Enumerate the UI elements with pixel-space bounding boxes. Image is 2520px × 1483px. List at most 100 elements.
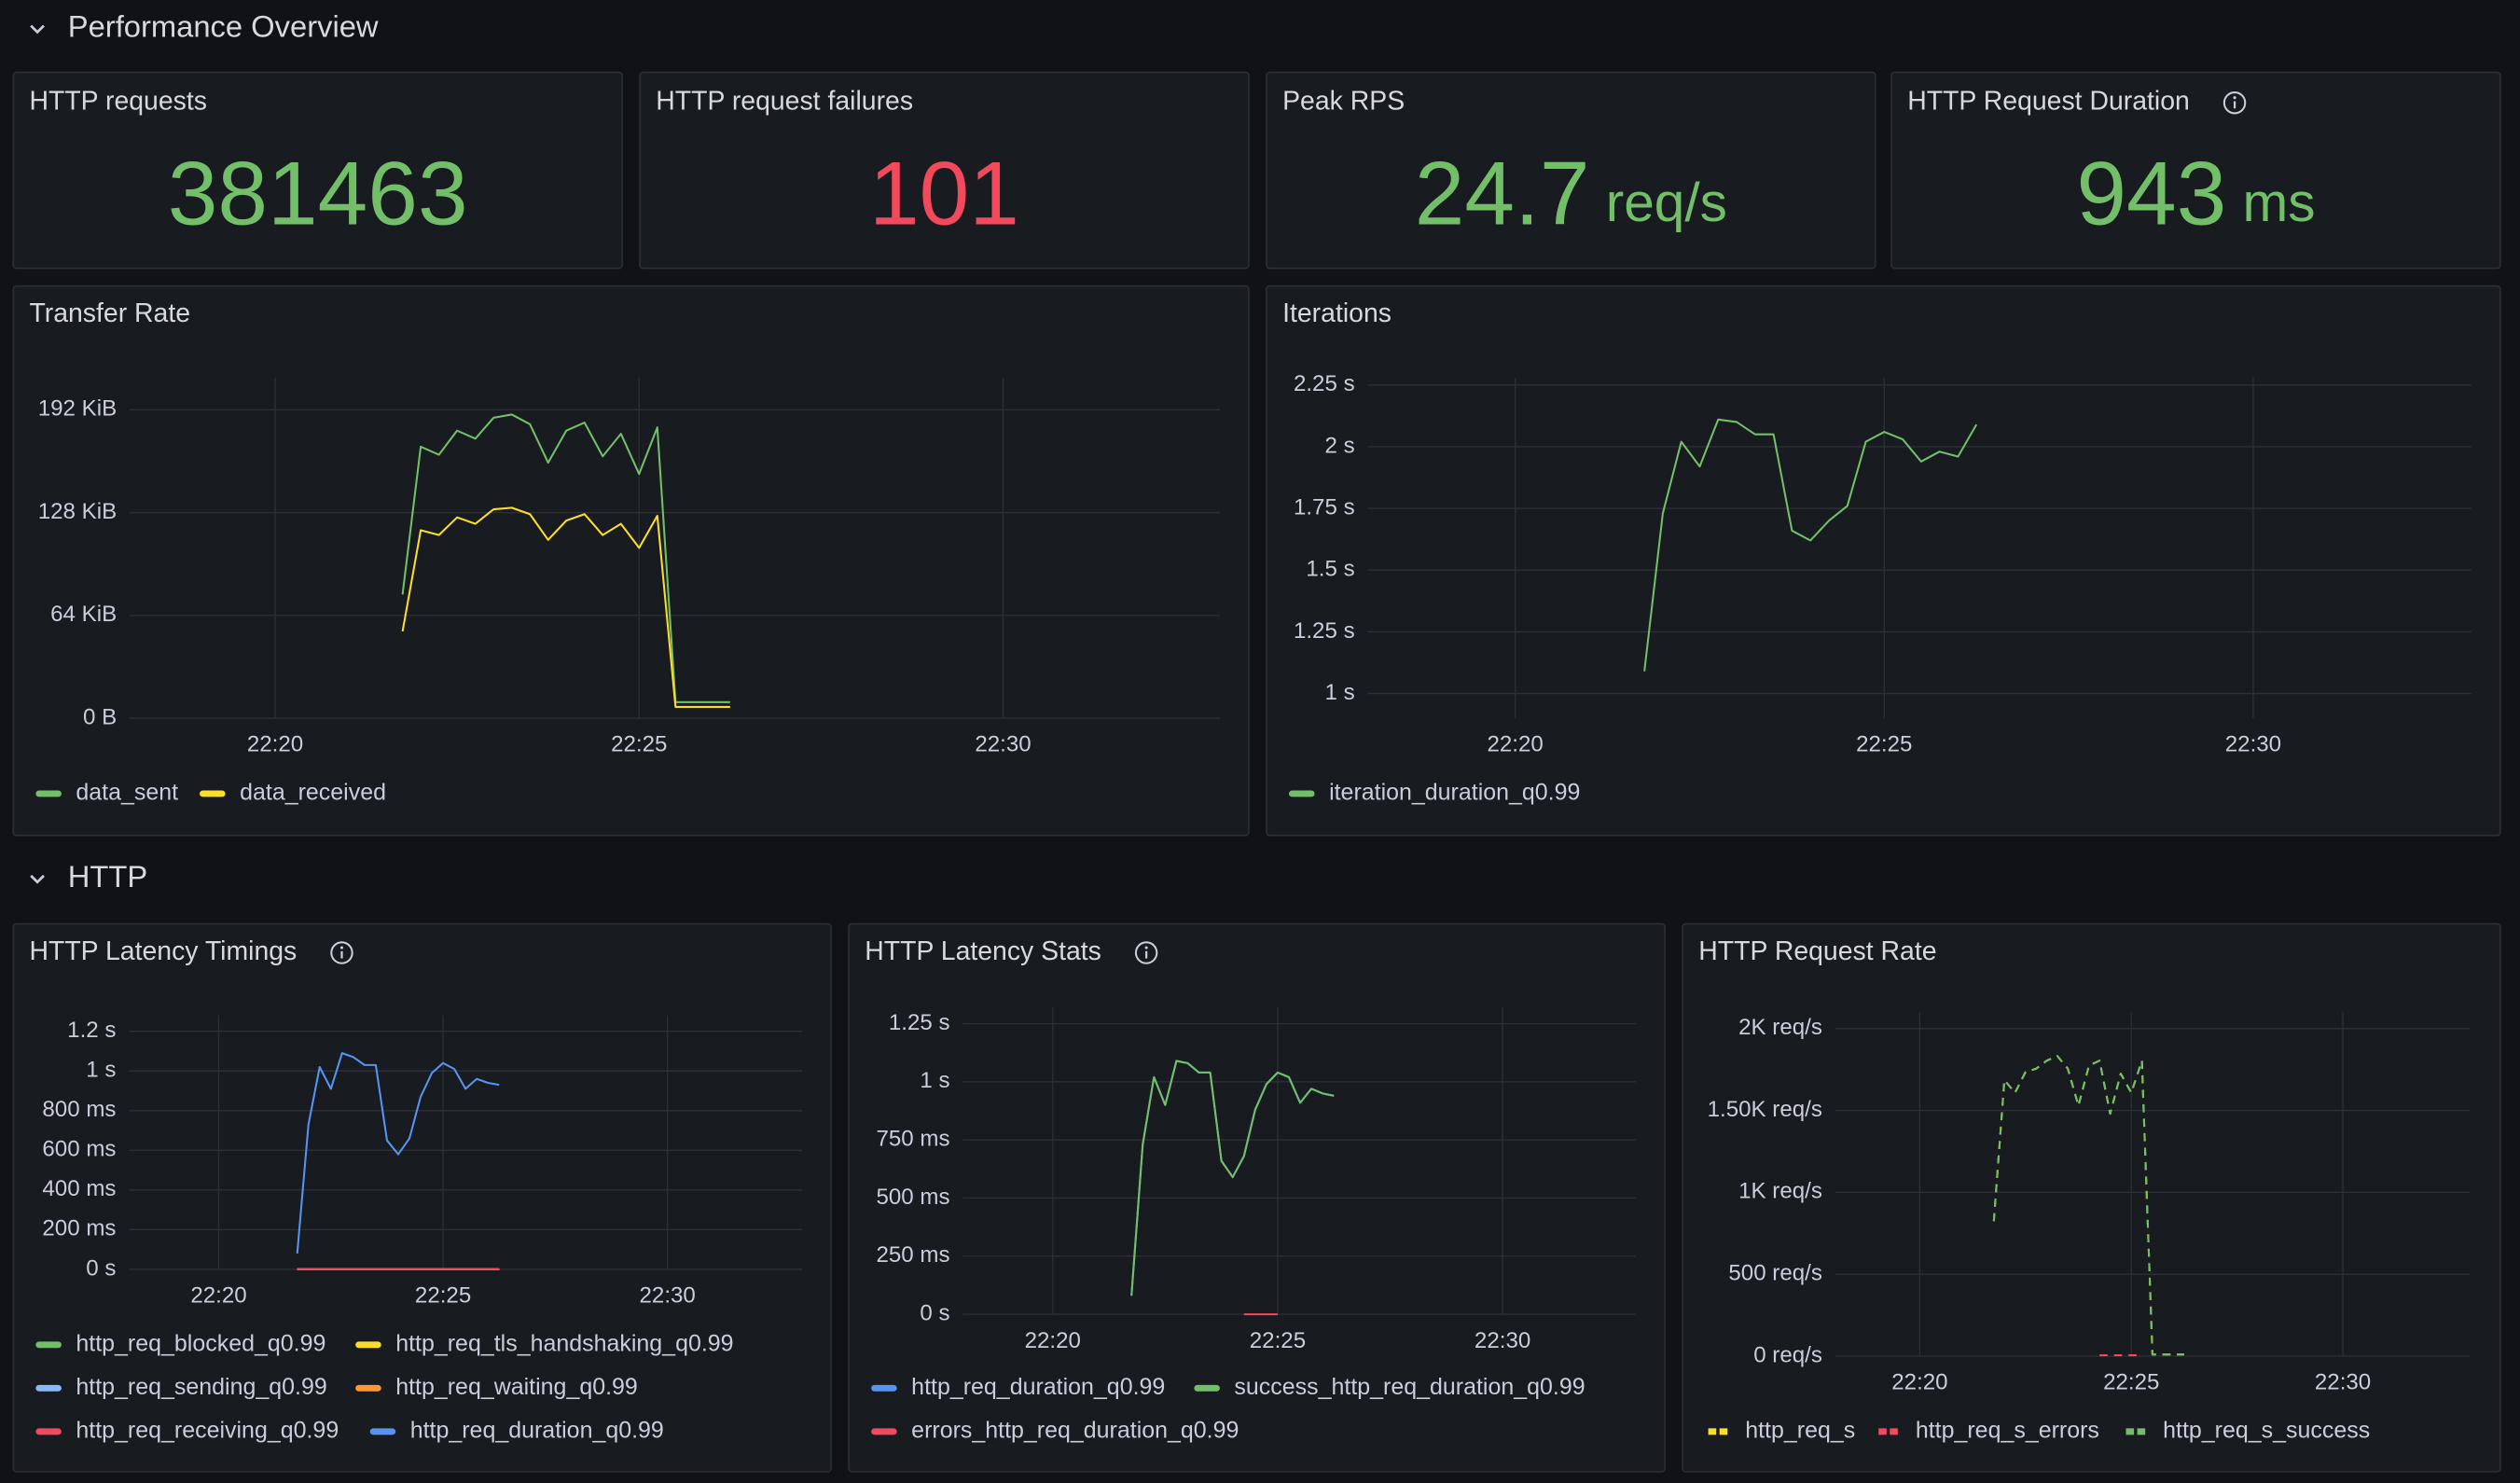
legend-label: iteration_duration_q0.99 xyxy=(1329,780,1580,806)
y-tick-label: 1.50K req/s xyxy=(1708,1097,1822,1122)
x-tick-label: 22:25 xyxy=(415,1283,471,1309)
section-chevron[interactable] xyxy=(30,24,45,35)
stat-number: 101 xyxy=(869,145,1019,244)
x-tick-label: 22:25 xyxy=(1856,732,1912,757)
stat-number: 24.7 xyxy=(1415,145,1590,244)
legend-label: http_req_receiving_q0.99 xyxy=(76,1417,339,1443)
stat-value: 101 xyxy=(869,145,1019,244)
legend-label: http_req_tls_handshaking_q0.99 xyxy=(395,1330,733,1356)
y-tick-label: 1.2 s xyxy=(67,1018,116,1043)
x-tick-label: 22:30 xyxy=(2315,1370,2371,1395)
series-line xyxy=(1643,418,1978,672)
legend-label: http_req_s xyxy=(1745,1417,1855,1443)
stat-title: Peak RPS xyxy=(1282,87,1405,117)
y-tick-label: 1.75 s xyxy=(1294,494,1355,520)
y-tick-label: 1 s xyxy=(1324,680,1354,705)
stat-number: 381463 xyxy=(168,145,468,244)
info-icon xyxy=(2222,91,2247,115)
info-icon xyxy=(330,941,353,964)
legend-label: http_req_sending_q0.99 xyxy=(76,1374,326,1400)
y-tick-label: 500 ms xyxy=(876,1185,949,1210)
info-icon-dot xyxy=(1144,946,1148,949)
stat-number: 943 xyxy=(2076,145,2226,244)
y-tick-label: 1 s xyxy=(86,1058,116,1083)
series-line xyxy=(1130,1060,1335,1296)
legend-label: http_req_duration_q0.99 xyxy=(911,1374,1165,1400)
x-tick-label: 22:30 xyxy=(2225,732,2281,757)
y-tick-label: 1 s xyxy=(920,1068,949,1093)
series-line xyxy=(401,506,730,708)
x-tick-label: 22:20 xyxy=(190,1283,246,1309)
legend-label: data_sent xyxy=(76,780,178,806)
section-header[interactable]: HTTP xyxy=(68,859,147,894)
y-tick-label: 192 KiB xyxy=(38,396,117,422)
y-tick-label: 1K req/s xyxy=(1738,1179,1822,1204)
y-tick-label: 600 ms xyxy=(42,1137,116,1162)
stat-title: HTTP requests xyxy=(29,87,207,117)
y-tick-label: 500 req/s xyxy=(1728,1261,1822,1286)
panel xyxy=(12,71,623,270)
y-tick-label: 400 ms xyxy=(42,1176,116,1201)
panel-title: HTTP Latency Stats xyxy=(865,936,1101,966)
y-tick-label: 0 req/s xyxy=(1753,1342,1822,1367)
info-icon-dot xyxy=(2233,96,2236,100)
legend-label: http_req_blocked_q0.99 xyxy=(76,1330,325,1356)
y-tick-label: 2.25 s xyxy=(1294,371,1355,396)
x-tick-label: 22:25 xyxy=(611,732,667,757)
panel xyxy=(1266,71,1876,270)
section-header[interactable]: Performance Overview xyxy=(68,9,379,44)
stat-unit: ms xyxy=(2242,173,2315,234)
legend-label: errors_http_req_duration_q0.99 xyxy=(911,1417,1239,1443)
y-tick-label: 750 ms xyxy=(876,1127,949,1152)
panel xyxy=(12,284,1250,837)
panel xyxy=(1682,922,2501,1473)
stat-value: 24.7 req/s xyxy=(1415,145,1727,244)
y-tick-label: 64 KiB xyxy=(50,602,117,627)
stat-unit: req/s xyxy=(1606,173,1727,234)
x-tick-label: 22:30 xyxy=(975,732,1031,757)
section-chevron[interactable] xyxy=(30,874,45,884)
panel-title: HTTP Request Rate xyxy=(1698,936,1936,966)
legend-label: data_received xyxy=(240,780,386,806)
y-tick-label: 2K req/s xyxy=(1738,1015,1822,1040)
x-tick-label: 22:20 xyxy=(1487,732,1543,757)
series-line xyxy=(296,1052,500,1254)
x-tick-label: 22:25 xyxy=(1250,1328,1306,1353)
y-tick-label: 800 ms xyxy=(42,1097,116,1122)
panel-title: HTTP Latency Timings xyxy=(29,936,297,966)
y-tick-label: 0 s xyxy=(86,1255,116,1281)
panel xyxy=(1266,284,2501,837)
legend-label: http_req_duration_q0.99 xyxy=(410,1417,664,1443)
stat-title: HTTP request failures xyxy=(656,87,913,117)
y-tick-label: 2 s xyxy=(1324,433,1354,458)
info-icon xyxy=(1134,941,1158,964)
panel xyxy=(639,71,1250,270)
y-tick-label: 200 ms xyxy=(42,1216,116,1241)
y-tick-label: 128 KiB xyxy=(38,499,117,524)
legend-label: http_req_s_errors xyxy=(1916,1417,2099,1443)
x-tick-label: 22:30 xyxy=(640,1283,696,1309)
series-line xyxy=(1992,1055,2184,1356)
stat-value: 381463 xyxy=(168,145,468,244)
x-tick-label: 22:20 xyxy=(247,732,303,757)
legend-label: http_req_s_success xyxy=(2163,1417,2370,1443)
panel-title: Transfer Rate xyxy=(29,298,190,328)
panel xyxy=(1890,71,2501,270)
x-tick-label: 22:25 xyxy=(2103,1370,2159,1395)
y-tick-label: 0 B xyxy=(83,704,117,729)
stat-title: HTTP Request Duration xyxy=(1907,87,2190,117)
panel xyxy=(12,922,832,1473)
info-icon-dot xyxy=(339,946,344,949)
y-tick-label: 1.5 s xyxy=(1306,557,1354,582)
stat-value: 943 ms xyxy=(2076,145,2315,244)
x-tick-label: 22:20 xyxy=(1891,1370,1947,1395)
y-tick-label: 1.25 s xyxy=(1294,618,1355,644)
y-tick-label: 0 s xyxy=(920,1300,949,1325)
y-tick-label: 250 ms xyxy=(876,1242,949,1268)
x-tick-label: 22:20 xyxy=(1025,1328,1081,1353)
x-tick-label: 22:30 xyxy=(1475,1328,1530,1353)
legend-label: success_http_req_duration_q0.99 xyxy=(1234,1374,1585,1400)
legend-label: http_req_waiting_q0.99 xyxy=(395,1374,638,1400)
y-tick-label: 1.25 s xyxy=(889,1010,950,1035)
